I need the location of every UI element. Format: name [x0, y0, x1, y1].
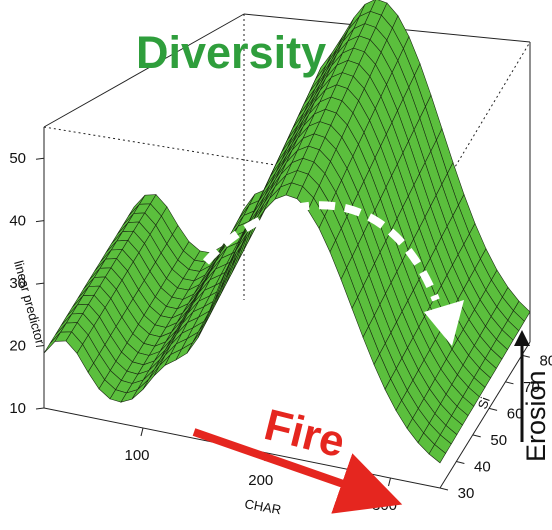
z-tick-label: 40	[9, 213, 26, 230]
z-tick-label: 50	[9, 150, 26, 167]
z-tick-label: 20	[9, 338, 26, 355]
y-axis-label: Si	[475, 395, 493, 411]
y-tick-label: 70	[523, 379, 540, 396]
box-edge-bottom-right	[439, 341, 531, 489]
y-tick-mark	[456, 460, 465, 464]
box-edge-top-front-right	[439, 41, 531, 193]
erosion-annotation: Erosion	[521, 370, 551, 462]
erosion-arrow-head	[514, 330, 530, 346]
fire-arrow	[192, 428, 403, 514]
surface-mesh	[43, 0, 531, 464]
x-tick-label: 100	[124, 447, 149, 464]
x-tick-label: 300	[372, 497, 397, 514]
box-edge-top-diagonal	[43, 126, 441, 193]
diversity-annotation: Diversity	[136, 27, 326, 78]
x-tick-label: 200	[248, 472, 273, 489]
z-tick-mark	[35, 157, 45, 160]
trend-arrow-head	[424, 300, 464, 346]
y-tick-label: 50	[490, 432, 507, 449]
x-axis-label: CHAR	[243, 496, 282, 517]
y-tick-mark	[439, 487, 449, 491]
y-tick-mark	[472, 434, 481, 438]
y-tick-label: 80	[539, 352, 552, 369]
z-tick-mark	[35, 282, 45, 285]
y-tick-mark	[488, 407, 498, 411]
z-axis: 10 20 30 40 50	[9, 150, 45, 417]
y-tick-mark	[505, 381, 514, 385]
surface-facet	[428, 444, 446, 464]
z-tick-label: 30	[9, 275, 26, 292]
y-tick-label: 40	[474, 458, 491, 475]
z-axis-label: linear predictor	[11, 259, 48, 347]
z-tick-mark	[35, 345, 45, 348]
y-tick-label: 60	[507, 405, 524, 422]
x-tick-mark	[140, 427, 144, 437]
box-edge-back-top-left	[43, 13, 245, 128]
trend-arrow-shaft	[202, 201, 440, 302]
y-tick-label: 30	[458, 485, 475, 502]
z-tick-label: 10	[9, 400, 26, 417]
x-tick-mark	[388, 477, 391, 487]
z-tick-mark	[35, 220, 45, 223]
z-tick-mark	[35, 407, 45, 410]
